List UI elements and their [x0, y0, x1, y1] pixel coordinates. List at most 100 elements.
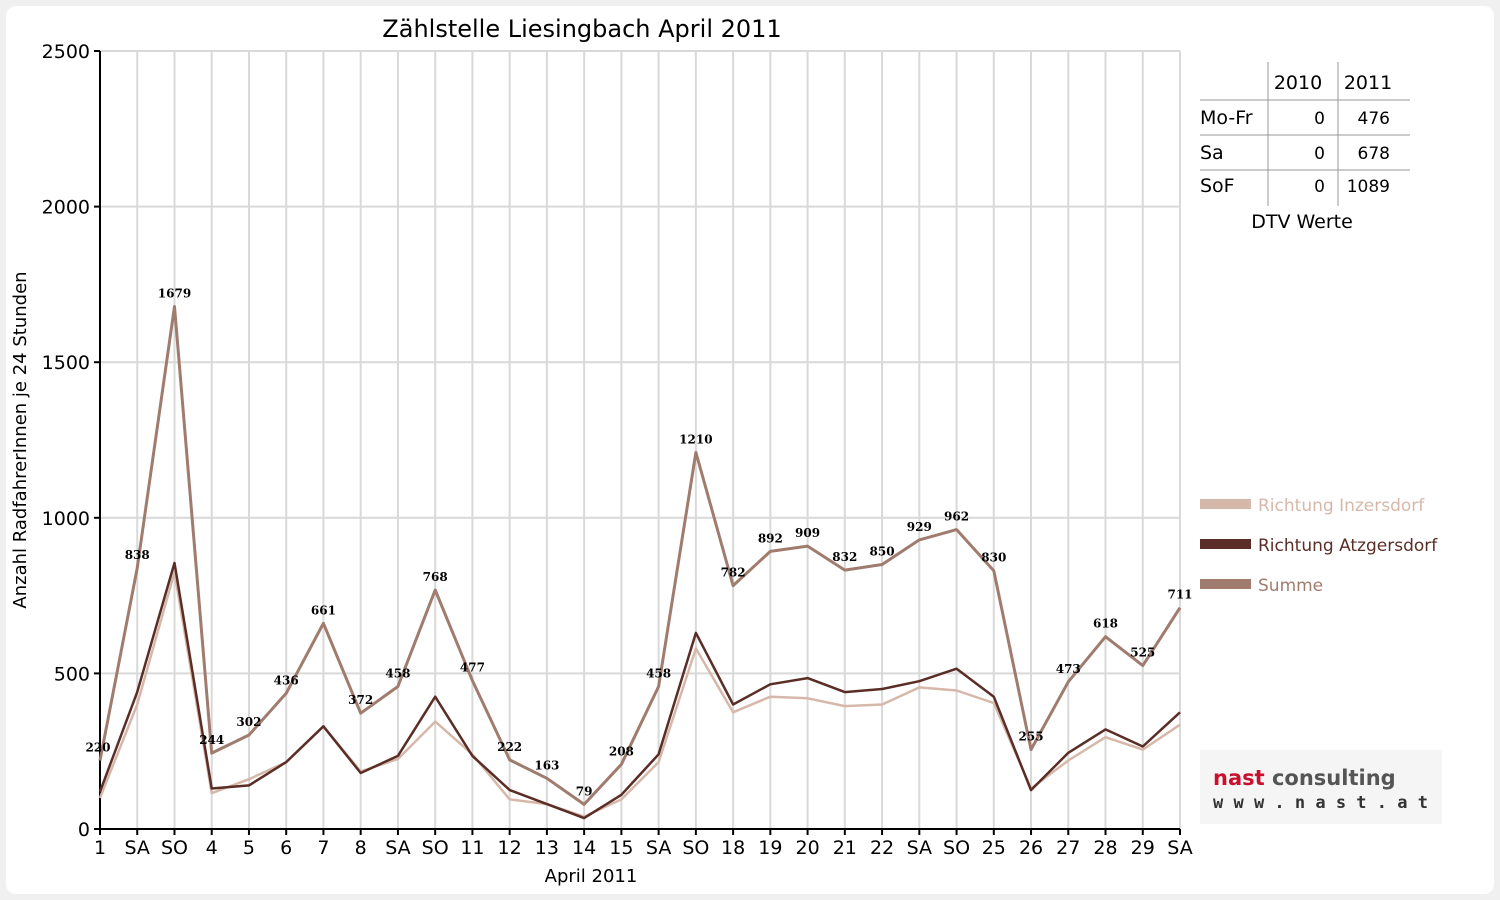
x-tick-label: 28	[1093, 837, 1117, 859]
data-label: 892	[758, 531, 783, 545]
x-tick-label: 20	[795, 837, 819, 859]
x-tick-labels: 1 SA SO 4 5 6 7 8 SA SO 11 12 13 14 15 SA SO 18 19 20 21 22 SA…	[94, 829, 1193, 859]
legend-swatch	[1200, 539, 1251, 549]
chart-title: Zählstelle Liesingbach April 2011	[382, 15, 781, 43]
data-label: 458	[646, 666, 671, 680]
data-label: 661	[311, 603, 336, 617]
legend: Richtung Inzersdorf Richtung Atzgersdorf S…	[1200, 496, 1438, 596]
data-label: 525	[1130, 646, 1155, 660]
x-tick-label: 6	[280, 837, 292, 859]
legend-label: Richtung Inzersdorf	[1258, 496, 1425, 516]
data-label: 255	[1019, 730, 1044, 744]
y-tick-label: 1500	[42, 352, 90, 374]
legend-swatch	[1200, 579, 1251, 589]
data-label: 372	[348, 693, 373, 707]
y-tick-label: 500	[54, 663, 90, 685]
data-label: 220	[85, 741, 110, 755]
data-labels: 220 838 1679 244 302 436 661 372 458 768 477 222 163…	[85, 286, 1192, 798]
data-label: 962	[944, 510, 969, 524]
data-label: 473	[1056, 662, 1081, 676]
dtv-row-label: Mo-Fr	[1200, 107, 1253, 129]
dtv-cell: 0	[1314, 144, 1325, 164]
data-label: 458	[385, 666, 410, 680]
series-line-richtung-inzersdorf	[98, 571, 1181, 818]
dtv-cell: 1089	[1347, 177, 1390, 197]
dtv-cell: 678	[1358, 144, 1390, 164]
data-label: 832	[832, 550, 857, 564]
legend-label: Summe	[1258, 576, 1323, 596]
dtv-table: 2010 2011 Mo-Fr 0 476 Sa 0 678 SoF 0 108…	[1200, 62, 1410, 233]
logo-url: w w w . n a s t . a t	[1213, 793, 1428, 813]
legend-label: Richtung Atzgersdorf	[1258, 536, 1438, 556]
y-axis-label: Anzahl RadfahrerInnen je 24 Stunden	[10, 271, 31, 608]
data-label: 477	[460, 661, 485, 675]
x-tick-label: SO	[943, 837, 970, 859]
data-label: 768	[423, 570, 448, 584]
x-tick-label: SO	[682, 837, 709, 859]
dtv-cell: 476	[1358, 109, 1390, 129]
data-label: 711	[1167, 588, 1192, 602]
data-label: 1210	[679, 432, 712, 446]
data-label: 850	[870, 544, 895, 558]
x-tick-label: 13	[535, 837, 559, 859]
x-tick-label: SA	[907, 837, 932, 859]
data-label: 838	[125, 548, 150, 562]
x-tick-label: 11	[460, 837, 484, 859]
x-tick-label: 22	[870, 837, 894, 859]
data-label: 436	[274, 673, 299, 687]
x-tick-label: 25	[982, 837, 1006, 859]
data-label: 1679	[158, 286, 191, 300]
x-tick-label: SA	[125, 837, 150, 859]
nast-consulting-logo: nast consulting w w w . n a s t . a t	[1200, 750, 1442, 824]
dtv-header-2010: 2010	[1274, 72, 1322, 94]
dtv-row-label: Sa	[1200, 142, 1224, 164]
series-lines	[98, 305, 1182, 820]
dtv-header-2011: 2011	[1344, 72, 1392, 94]
data-label: 208	[609, 744, 634, 758]
svg-text:nast consulting: nast consulting	[1213, 766, 1396, 790]
dtv-cell: 0	[1314, 177, 1325, 197]
x-axis-label: April 2011	[545, 866, 638, 887]
y-tick-label: 2500	[42, 41, 90, 63]
series-line-richtung-atzgersdorf	[98, 561, 1181, 820]
legend-swatch	[1200, 499, 1251, 509]
logo-name-part1: nast	[1213, 766, 1265, 790]
data-label: 830	[981, 551, 1006, 565]
data-label: 782	[721, 566, 746, 580]
data-label: 79	[576, 784, 593, 798]
x-tick-label: SA	[385, 837, 410, 859]
x-tick-label: 8	[355, 837, 367, 859]
x-tick-label: 14	[572, 837, 596, 859]
x-tick-label: SO	[161, 837, 188, 859]
data-label: 244	[199, 733, 224, 747]
grid-lines	[100, 50, 1181, 829]
dtv-caption: DTV Werte	[1251, 211, 1353, 233]
x-tick-label: 4	[206, 837, 218, 859]
x-tick-label: 15	[609, 837, 633, 859]
y-tick-label: 0	[78, 819, 90, 841]
data-label: 222	[497, 740, 522, 754]
data-label: 618	[1093, 617, 1118, 631]
x-tick-label: 26	[1019, 837, 1043, 859]
y-tick-labels: 0 500 1000 1500 2000 2500	[42, 41, 100, 841]
x-tick-label: SA	[646, 837, 671, 859]
x-tick-label: 19	[758, 837, 782, 859]
logo-name-part2: consulting	[1265, 766, 1396, 790]
data-label: 163	[534, 758, 559, 772]
data-label: 302	[236, 715, 261, 729]
x-tick-label: 12	[498, 837, 522, 859]
x-tick-label: SA	[1167, 837, 1192, 859]
x-tick-label: SO	[422, 837, 449, 859]
x-tick-label: 5	[243, 837, 255, 859]
x-tick-label: 7	[317, 837, 329, 859]
axes	[99, 51, 1180, 830]
data-label: 929	[907, 520, 932, 534]
dtv-row-label: SoF	[1200, 175, 1235, 197]
x-tick-label: 1	[94, 837, 106, 859]
data-label: 909	[795, 526, 820, 540]
x-tick-label: 21	[833, 837, 857, 859]
y-tick-label: 1000	[42, 508, 90, 530]
x-tick-label: 18	[721, 837, 745, 859]
x-tick-label: 29	[1131, 837, 1155, 859]
